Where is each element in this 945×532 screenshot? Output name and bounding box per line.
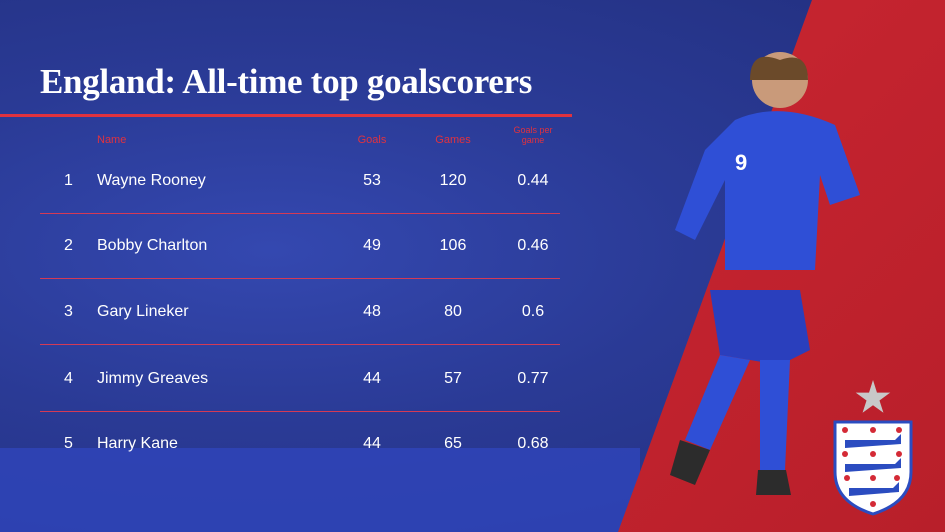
row-divider	[40, 213, 560, 214]
row-goals: 49	[363, 237, 381, 254]
three-lions-crest-icon	[833, 420, 913, 516]
row-games: 120	[439, 172, 467, 189]
row-rank: 4	[64, 370, 73, 387]
row-player-name: Jimmy Greaves	[97, 370, 209, 387]
row-goals-per-game: 0.46	[517, 237, 549, 254]
row-divider	[40, 411, 560, 412]
header-goals: Goals	[357, 134, 387, 146]
row-player-name: Bobby Charlton	[97, 237, 208, 254]
row-player-name: Gary Lineker	[97, 303, 189, 320]
row-goals: 53	[363, 172, 381, 189]
row-games: 80	[444, 303, 462, 320]
row-goals-per-game: 0.77	[517, 370, 549, 387]
row-goals-per-game: 0.44	[517, 172, 549, 189]
row-divider	[40, 278, 560, 279]
header-name: Name	[97, 134, 127, 146]
row-player-name: Wayne Rooney	[97, 172, 206, 189]
title-underline	[0, 114, 572, 117]
row-games: 65	[444, 435, 462, 452]
row-rank: 1	[64, 172, 73, 189]
row-goals-per-game: 0.6	[521, 303, 545, 320]
row-goals: 44	[363, 370, 381, 387]
header-games: Games	[435, 134, 471, 146]
header-goals-per-game: Goals per game	[513, 125, 553, 145]
row-goals-per-game: 0.68	[517, 435, 549, 452]
page-title: England: All-time top goalscorers	[40, 62, 533, 101]
svg-text:9: 9	[735, 150, 747, 175]
row-goals: 48	[363, 303, 381, 320]
row-rank: 2	[64, 237, 73, 254]
row-games: 106	[439, 237, 467, 254]
background-band	[0, 448, 640, 532]
player-photo: 9	[670, 52, 860, 495]
row-goals: 44	[363, 435, 381, 452]
row-games: 57	[444, 370, 462, 387]
row-rank: 5	[64, 435, 73, 452]
row-divider	[40, 344, 560, 345]
row-player-name: Harry Kane	[97, 435, 178, 452]
row-rank: 3	[64, 303, 73, 320]
